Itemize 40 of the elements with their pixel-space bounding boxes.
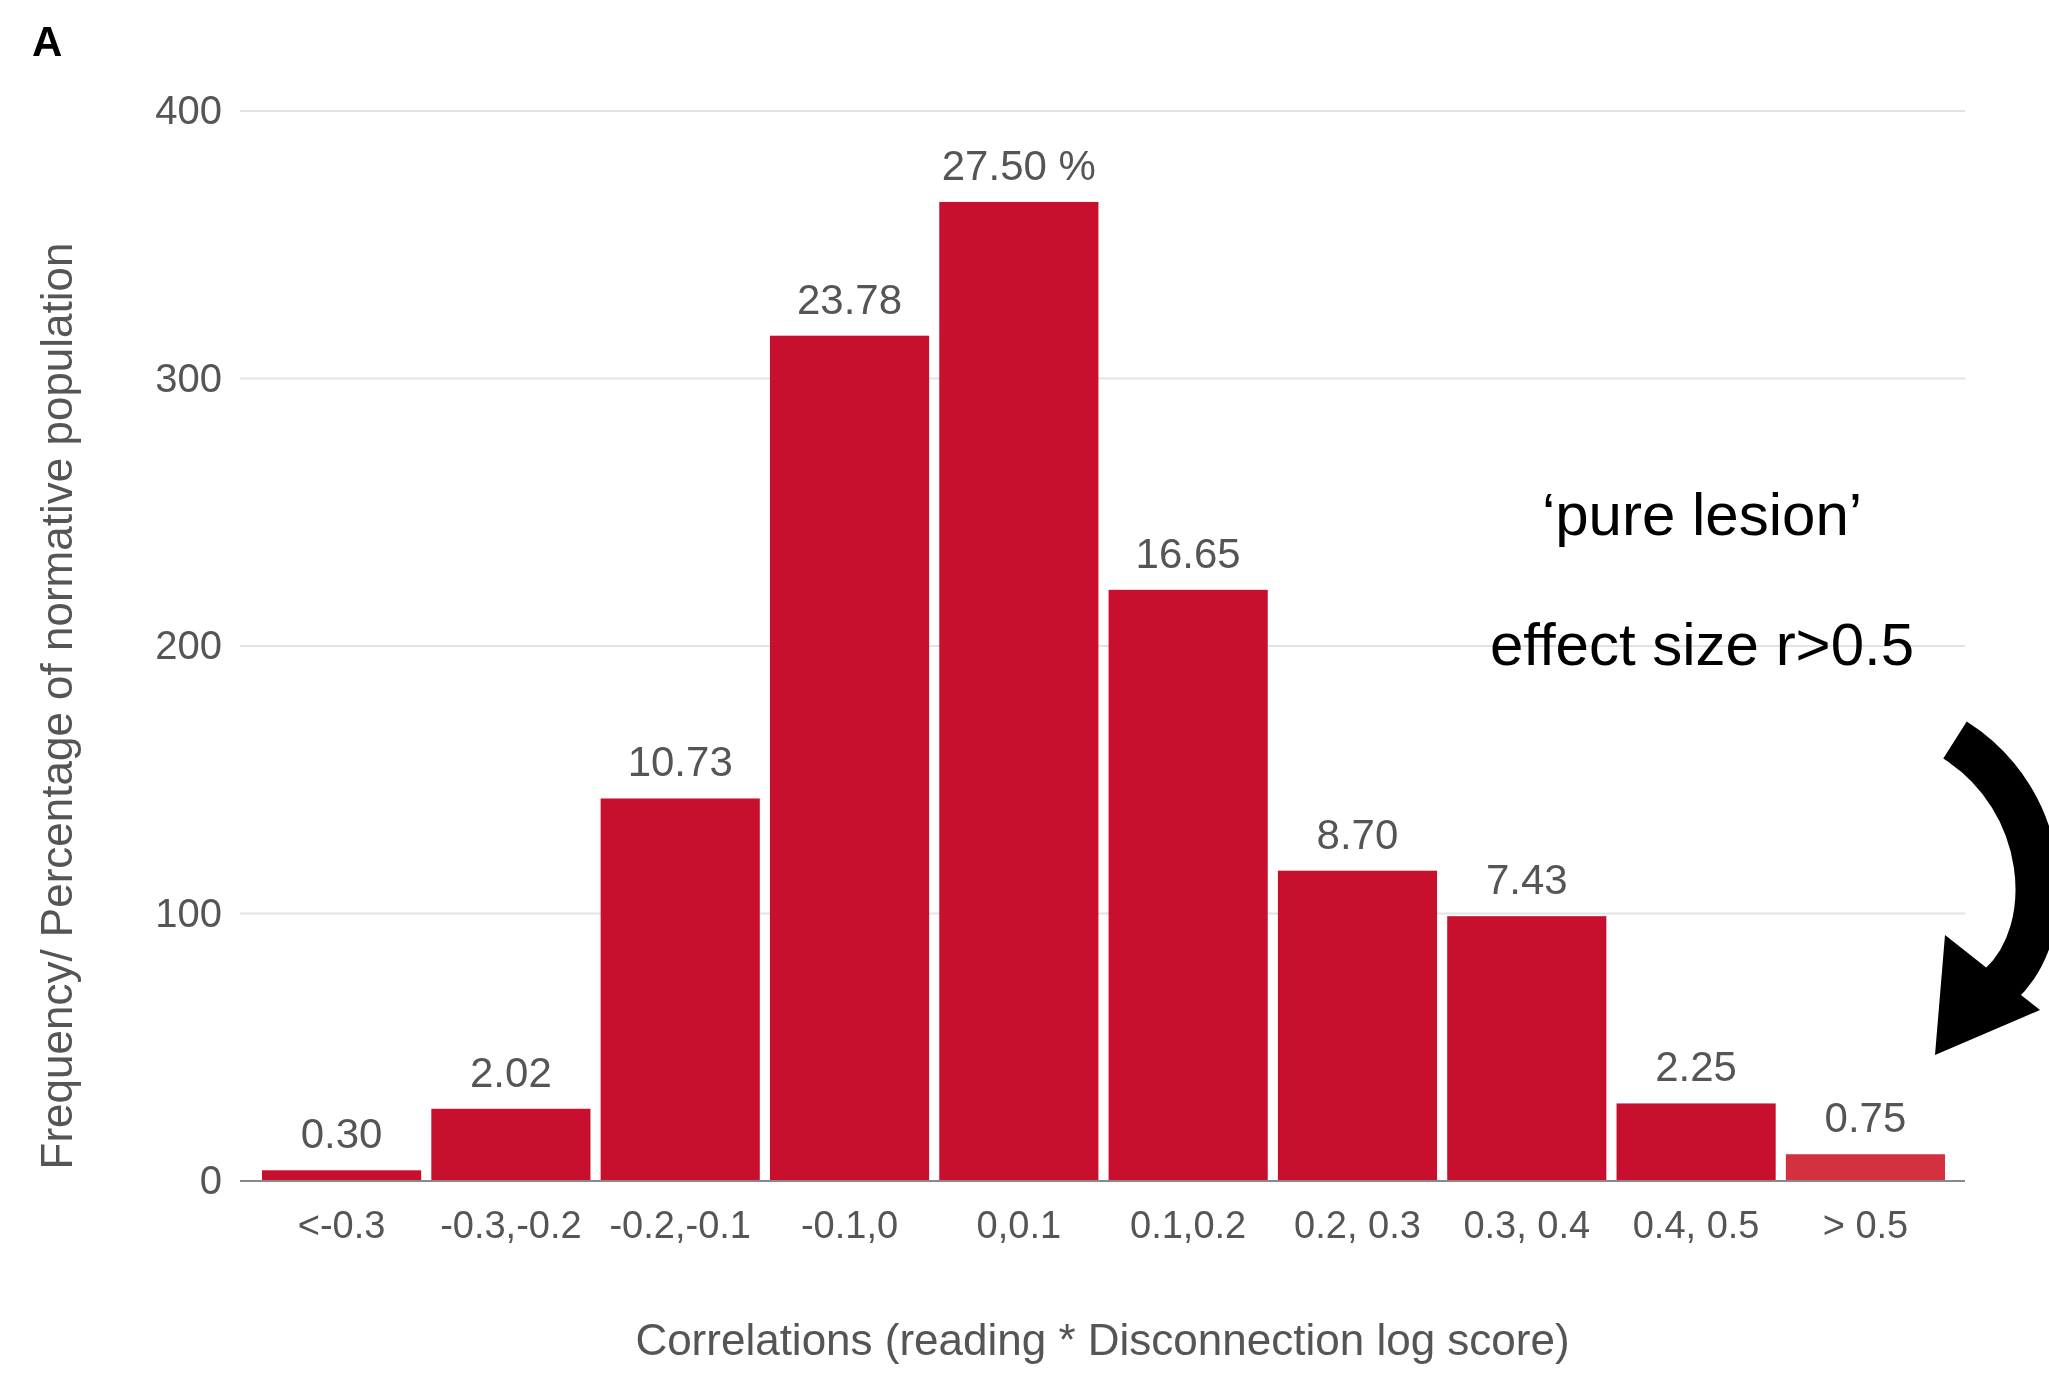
x-tick-label: -0.2,-0.1 <box>609 1203 751 1246</box>
bar <box>769 335 930 1181</box>
y-tick-label: 0 <box>199 1158 222 1203</box>
x-tick-label: 0.2, 0.3 <box>1294 1203 1421 1246</box>
bar <box>1277 870 1438 1181</box>
y-tick-label: 400 <box>155 88 222 133</box>
bar <box>1108 589 1268 1181</box>
bar <box>431 1108 591 1181</box>
x-tick-label: -0.1,0 <box>800 1203 899 1246</box>
annotation: 7.43 <box>1485 856 1568 904</box>
annotation: 0.75 <box>1824 1094 1907 1142</box>
annotation: 2.02 <box>470 1048 552 1096</box>
annotation: 0.30 <box>300 1110 383 1158</box>
x-tick-label: <-0.3 <box>297 1203 386 1246</box>
annotation: ‘pure lesion’ <box>1541 481 1863 548</box>
annotation: 16.65 <box>1135 529 1241 577</box>
chart-title: A <box>32 18 63 65</box>
x-tick-label: 0,0.1 <box>976 1203 1062 1246</box>
y-tick-label: 100 <box>155 890 222 935</box>
x-tick-label: -0.3,-0.2 <box>440 1203 582 1246</box>
bar <box>1616 1103 1776 1182</box>
y-axis-title: Frequency/ Percentage of normative population <box>32 242 81 1170</box>
x-tick-label: 0.4, 0.5 <box>1632 1203 1760 1246</box>
bar <box>600 798 760 1181</box>
bar <box>1785 1154 1945 1181</box>
y-tick-label: 300 <box>155 355 222 400</box>
annotation: 10.73 <box>627 738 733 786</box>
annotation: effect size r>0.5 <box>1489 611 1915 678</box>
x-tick-label: 0.1,0.2 <box>1130 1203 1247 1246</box>
annotation: 27.50 % <box>941 141 1096 189</box>
annotation: 2.25 <box>1655 1043 1737 1091</box>
bar <box>262 1170 422 1181</box>
x-tick-label: > 0.5 <box>1822 1203 1909 1246</box>
annotation: 8.70 <box>1316 810 1399 858</box>
bar <box>939 201 1099 1181</box>
x-tick-label: 0.3, 0.4 <box>1463 1203 1591 1246</box>
annotation: 23.78 <box>796 275 903 323</box>
bar <box>1447 916 1607 1181</box>
y-tick-label: 200 <box>155 623 222 668</box>
x-axis-title: Correlations (reading * Disconnection log score) <box>635 1315 1570 1364</box>
